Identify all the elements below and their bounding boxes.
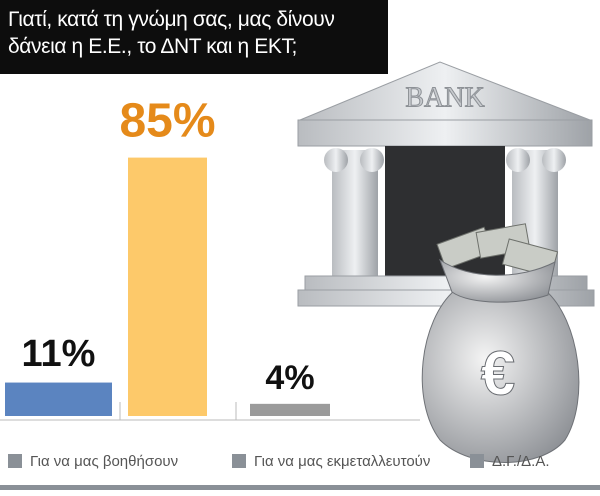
footer-bar <box>0 485 600 490</box>
bank-illustration: BANK € <box>297 61 595 463</box>
legend-label: Για να μας εκμεταλλευτούν <box>254 453 430 470</box>
value-label: 4% <box>265 359 314 397</box>
legend-swatch <box>8 454 22 468</box>
chart-title: Γιατί, κατά τη γνώμη σας, μας δίνουν δάν… <box>0 0 388 74</box>
bar <box>5 382 112 416</box>
bank-sign: BANK <box>405 82 484 113</box>
legend-swatch <box>470 454 484 468</box>
legend-label: Δ.Γ./Δ.Α. <box>492 453 550 470</box>
bar <box>128 157 207 416</box>
bar <box>250 403 330 416</box>
legend-swatch <box>232 454 246 468</box>
legend-label: Για να μας βοηθήσουν <box>30 453 178 470</box>
euro-symbol: € <box>481 339 515 408</box>
value-label: 11% <box>22 333 96 375</box>
value-label: 85% <box>119 95 215 148</box>
